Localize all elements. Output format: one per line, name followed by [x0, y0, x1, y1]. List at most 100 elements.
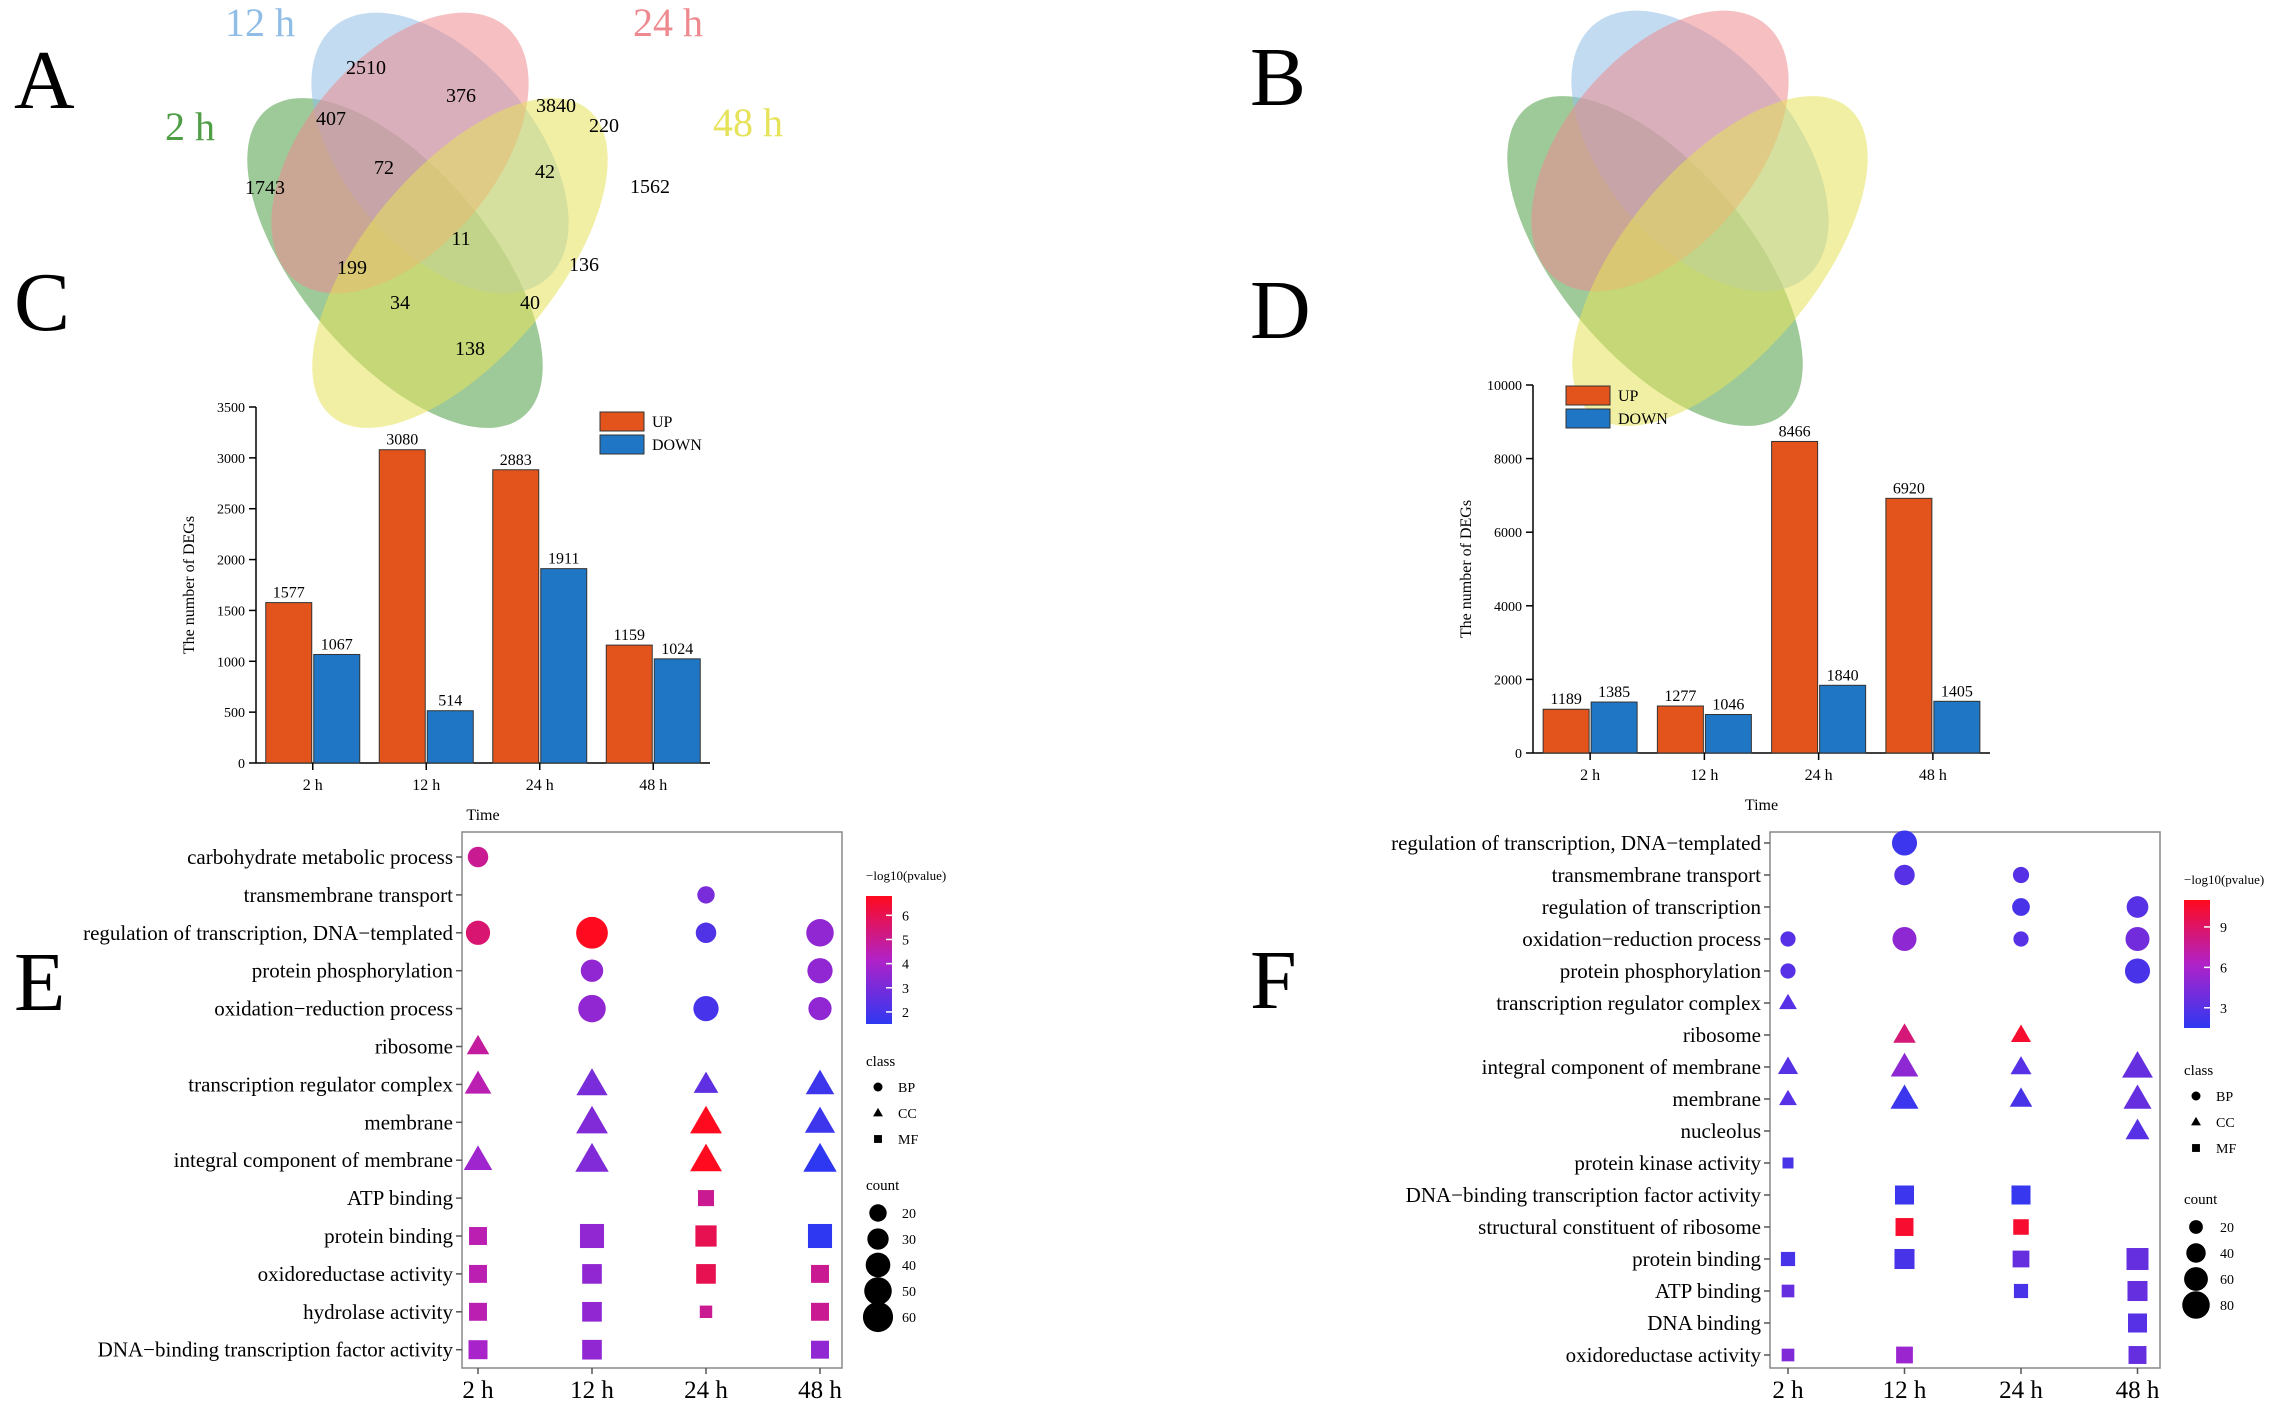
chart-f-x-tick-label: 12 h [1883, 1377, 1927, 1404]
chart-e-color-tick-label: 2 [902, 1006, 909, 1021]
chart-e-point-bp [580, 959, 604, 982]
chart-f-size-legend-marker [2186, 1243, 2206, 1263]
chart-d-y-tick-label: 4000 [1494, 600, 1522, 615]
chart-f-point-mf [2012, 1250, 2030, 1268]
chart-e-point-mf [468, 1340, 488, 1360]
chart-c-y-tick-label: 0 [238, 757, 245, 772]
chart-e-class-legend-label: BP [898, 1081, 915, 1096]
chart-e-term-label: ribosome [375, 1035, 453, 1059]
chart-e-point-cc [693, 1071, 719, 1093]
chart-e-class-legend-title: class [866, 1054, 895, 1070]
chart-c-bar-down [540, 568, 588, 764]
chart-c-x-tick-label: 48 h [639, 777, 667, 794]
venn-a-region-count: 2510 [346, 57, 386, 79]
chart-f-point-mf [1894, 1248, 1915, 1270]
chart-e-point-bp [806, 919, 834, 947]
chart-f-term-label: protein binding [1632, 1247, 1761, 1271]
chart-f-point-cc [2009, 1087, 2033, 1107]
chart-e-point-mf [811, 1340, 829, 1359]
chart-e-point-bp [697, 886, 715, 904]
chart-e-point-mf [469, 1227, 487, 1245]
chart-c-bar-up [265, 602, 313, 764]
chart-e-term-label: regulation of transcription, DNA−templat… [83, 921, 453, 945]
chart-f-color-legend-title: −log10(pvalue) [2184, 872, 2264, 887]
chart-d-bar-down [1590, 701, 1638, 754]
chart-f-point-bp [1780, 963, 1796, 979]
panel-label-B: B [1250, 31, 1306, 124]
chart-c-bar-value-label: 1911 [548, 551, 579, 568]
chart-f-point-bp [2126, 896, 2149, 918]
venn-a-region-count: 40 [520, 292, 540, 314]
chart-e-color-bar [866, 896, 892, 1024]
chart-f-point-mf [1781, 1348, 1795, 1362]
chart-c-x-tick-label: 2 h [303, 777, 323, 794]
chart-f-point-bp [2125, 926, 2150, 952]
chart-f-point-cc [1777, 1056, 1799, 1074]
chart-e-point-mf [582, 1339, 602, 1360]
chart-c-y-tick-label: 1500 [217, 604, 245, 619]
chart-c-y-tick-label: 2000 [217, 554, 245, 569]
chart-e-size-legend-label: 60 [902, 1311, 916, 1326]
chart-f-plot-frame [1769, 831, 2161, 1369]
chart-e-point-cc [805, 1069, 835, 1095]
chart-d-bar-down [1933, 700, 1981, 754]
chart-e-point-bp [807, 958, 833, 984]
chart-d-bar-up [1542, 708, 1590, 754]
chart-d-bar-value-label: 1189 [1550, 691, 1581, 708]
chart-f-term-label: DNA−binding transcription factor activit… [1406, 1183, 1762, 1207]
chart-d-bar-value-label: 1046 [1712, 697, 1744, 714]
chart-e-point-mf [811, 1264, 829, 1283]
chart-e-x-tick-label: 2 h [462, 1377, 494, 1404]
chart-c-bar-value-label: 3080 [386, 432, 418, 449]
chart-f-point-mf [2013, 1283, 2029, 1299]
chart-e-point-cc [804, 1106, 836, 1133]
chart-e-point-mf [469, 1264, 487, 1283]
chart-f-x-tick-label: 48 h [2116, 1377, 2160, 1404]
chart-e-point-bp [695, 922, 717, 944]
chart-d-legend-swatch [1565, 385, 1611, 406]
chart-e-point-mf [695, 1225, 717, 1247]
chart-f-term-label: ribosome [1683, 1023, 1761, 1047]
chart-d-y-tick-label: 2000 [1494, 673, 1522, 688]
chart-e-size-legend-label: 20 [902, 1207, 916, 1222]
chart-f-color-tick-label: 9 [2220, 921, 2227, 936]
chart-f-class-legend-marker [2192, 1144, 2200, 1152]
chart-e-color-tick-label: 4 [902, 958, 909, 973]
chart-f-point-bp [1892, 926, 1917, 952]
chart-f-point-cc [2122, 1051, 2153, 1078]
chart-f-term-label: oxidation−reduction process [1522, 927, 1761, 951]
chart-f-color-tick-label: 6 [2220, 961, 2227, 976]
panel-label-A: A [14, 34, 75, 127]
chart-f-point-mf [2128, 1346, 2147, 1364]
chart-e-term-label: DNA−binding transcription factor activit… [98, 1338, 454, 1362]
chart-c-y-axis-title: The number of DEGs [181, 516, 198, 654]
chart-f-term-label: regulation of transcription, DNA−templat… [1391, 831, 1761, 855]
chart-f-point-mf [2127, 1313, 2148, 1333]
venn-a-set-label: 48 h [713, 100, 783, 145]
chart-f-point-mf [2013, 1219, 2029, 1235]
chart-e-term-label: integral component of membrane [174, 1148, 453, 1172]
chart-c-bar-down [653, 658, 701, 764]
chart-e-term-label: protein binding [324, 1224, 453, 1248]
chart-f-term-label: protein phosphorylation [1560, 959, 1762, 983]
chart-e-point-mf [807, 1223, 833, 1249]
chart-d-bar-down [1704, 714, 1752, 754]
chart-d-bar-value-label: 1405 [1941, 683, 1973, 700]
chart-f-class-legend-label: MF [2216, 1142, 2236, 1157]
chart-f-class-legend-label: BP [2216, 1090, 2233, 1105]
chart-e-size-legend-title: count [866, 1178, 900, 1194]
panel-label-D: D [1250, 264, 1311, 357]
chart-f-point-mf [1894, 1185, 1915, 1205]
chart-e-point-cc [576, 1068, 608, 1096]
venn-a-region-count: 376 [446, 85, 476, 107]
chart-d-y-tick-label: 6000 [1494, 526, 1522, 541]
chart-e-class-legend-label: CC [898, 1107, 917, 1122]
chart-c-bar-chart: 0 500 1000 1500 2000 2500 3000 3500 2 h 1577 1067 1… [181, 401, 710, 824]
chart-f-point-mf [2126, 1248, 2149, 1270]
chart-d-y-tick-label: 0 [1515, 747, 1522, 762]
chart-c-x-tick-label: 24 h [526, 777, 554, 794]
chart-c-bar-value-label: 2883 [500, 452, 532, 469]
chart-c-y-tick-label: 3000 [217, 452, 245, 467]
chart-e-point-cc [466, 1034, 490, 1055]
chart-e-size-legend-marker [865, 1252, 891, 1278]
